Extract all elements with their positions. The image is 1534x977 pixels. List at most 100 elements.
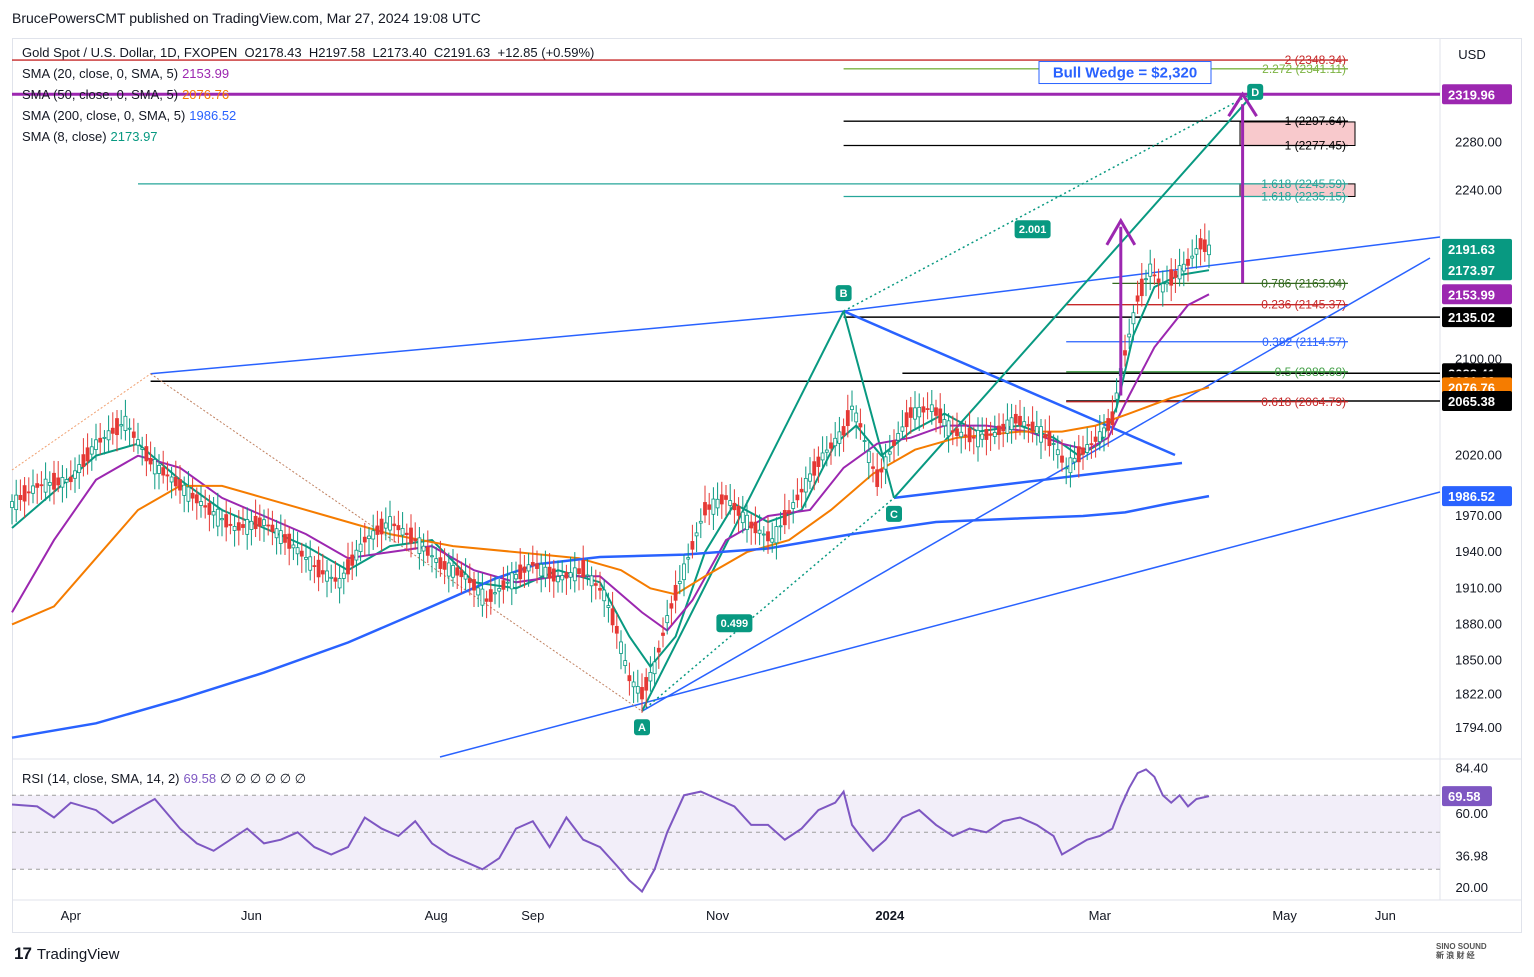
ratio-label-0: 2.001	[1019, 224, 1047, 236]
candle-body-186	[791, 502, 796, 509]
legend-rsi-label: RSI (14, close, SMA, 14, 2)	[22, 771, 180, 786]
candle-body-107	[459, 570, 464, 578]
candle-body-278	[1177, 265, 1182, 280]
candle-body-159	[677, 580, 682, 585]
candle-body-189	[803, 478, 808, 493]
candle-body-255	[1081, 447, 1085, 455]
candle-body-234	[992, 432, 997, 437]
candle-body-147	[627, 675, 632, 682]
candle-body-90	[388, 516, 392, 531]
legend-sma8-label: SMA (8, close)	[22, 129, 107, 144]
candle-body-72	[312, 565, 317, 568]
candle-body-187	[795, 494, 800, 501]
watermark: SINO SOUND 新 浪 财 经	[1436, 942, 1487, 960]
candle-body-157	[669, 603, 674, 609]
candle-body-141	[602, 589, 607, 602]
candle-body-177	[753, 521, 758, 534]
candle-body-66	[287, 533, 292, 549]
watermark-line2: 新 浪 财 经	[1436, 951, 1475, 960]
legend-sma20-label: SMA (20, close, 0, SMA, 5)	[22, 66, 179, 81]
candle-body-190	[808, 473, 812, 482]
candle-body-145	[619, 641, 623, 654]
candle-body-262	[1110, 411, 1115, 426]
tradingview-logo[interactable]: 17 TradingView	[14, 944, 119, 964]
candle-body-100	[430, 555, 434, 558]
candle-body-43	[190, 492, 195, 499]
candle-body-44	[194, 494, 199, 504]
candle-body-150	[640, 687, 644, 700]
candle-body-183	[778, 525, 783, 528]
candle-body-84	[362, 536, 367, 543]
candle-body-2	[18, 495, 23, 500]
candle-body-119	[509, 572, 514, 590]
point-marker-d	[1247, 83, 1264, 100]
trendline-base	[439, 491, 1441, 758]
fib-label-6: 0.786 (2163.04)	[1261, 276, 1346, 290]
candle-body-242	[1026, 424, 1031, 427]
candle-body-45	[199, 501, 203, 506]
candle-body-166	[707, 504, 712, 510]
candle-body-133	[568, 572, 573, 578]
candle-body-26	[119, 424, 124, 427]
candle-body-258	[1093, 436, 1098, 442]
candle-body-235	[997, 425, 1001, 435]
candle-body-37	[165, 474, 170, 477]
candle-body-193	[820, 452, 825, 461]
candle-body-82	[354, 549, 359, 561]
legend-sma50-label: SMA (50, close, 0, SMA, 5)	[22, 87, 179, 102]
candle-body-135	[577, 568, 581, 574]
publisher-header: BrucePowersCMT published on TradingView.…	[12, 10, 481, 26]
point-label-c: C	[890, 509, 898, 521]
legend-sma20-value: 2153.99	[182, 66, 230, 81]
candle-body-17	[81, 454, 86, 467]
candle-body-75	[325, 570, 329, 582]
fib-label-1: 2.272 (2341.11)	[1262, 62, 1346, 76]
candle-body-98	[421, 545, 426, 552]
candle-body-213	[904, 412, 909, 428]
candle-body-38	[169, 476, 174, 483]
rsi-tick-label-3: 20.00	[1455, 880, 1488, 895]
candle-body-207	[879, 468, 884, 473]
candle-body-284	[1202, 239, 1207, 252]
y-tick-label-1: 2240.00	[1455, 183, 1502, 198]
tradingview-mark-icon: 17	[14, 944, 32, 963]
candle-body-210	[892, 440, 896, 446]
candle-body-41	[182, 484, 187, 496]
candle-body-221	[938, 408, 943, 424]
candle-body-216	[917, 406, 922, 418]
candle-body-80	[346, 559, 350, 575]
fib-label-0: 2 (2348.34)	[1285, 53, 1346, 67]
price-label-8: 2065.38	[1448, 394, 1495, 409]
candle-body-185	[787, 510, 791, 514]
y-tick-label-9: 1822.00	[1455, 686, 1502, 701]
candle-body-256	[1085, 444, 1090, 453]
candle-body-283	[1198, 238, 1203, 250]
legend-rsi-value: 69.58	[183, 771, 217, 786]
x-tick-label-7: May	[1272, 908, 1297, 923]
candle-body-209	[887, 451, 892, 455]
legend-sma8: SMA (8, close) 2173.97	[22, 129, 158, 144]
point-label-d: D	[1251, 87, 1259, 99]
candle-body-151	[644, 677, 649, 691]
point-marker-a	[634, 719, 650, 736]
price-label-bg-3	[1442, 284, 1512, 305]
abcd-leg-cd	[893, 91, 1256, 499]
candle-body-275	[1165, 282, 1169, 285]
candle-body-24	[110, 427, 115, 434]
legend-sma200-label: SMA (200, close, 0, SMA, 5)	[22, 108, 186, 123]
price-label-bg-8	[1442, 391, 1512, 412]
candle-body-16	[77, 464, 82, 473]
candle-body-168	[715, 498, 720, 509]
fib-label-7: 0.236 (2145.37)	[1261, 298, 1346, 312]
candle-body-58	[253, 515, 258, 530]
y-tick-label-8: 1850.00	[1455, 653, 1502, 668]
legend-symbol: Gold Spot / U.S. Dollar, 1D, FXOPEN O217…	[22, 45, 594, 60]
candle-body-188	[799, 488, 804, 493]
candle-body-67	[291, 544, 296, 549]
candle-body-93	[400, 528, 405, 536]
currency-button[interactable]: USD	[1458, 47, 1486, 62]
candle-body-22	[102, 436, 107, 439]
candle-body-142	[606, 605, 611, 608]
candle-body-0	[10, 501, 14, 508]
